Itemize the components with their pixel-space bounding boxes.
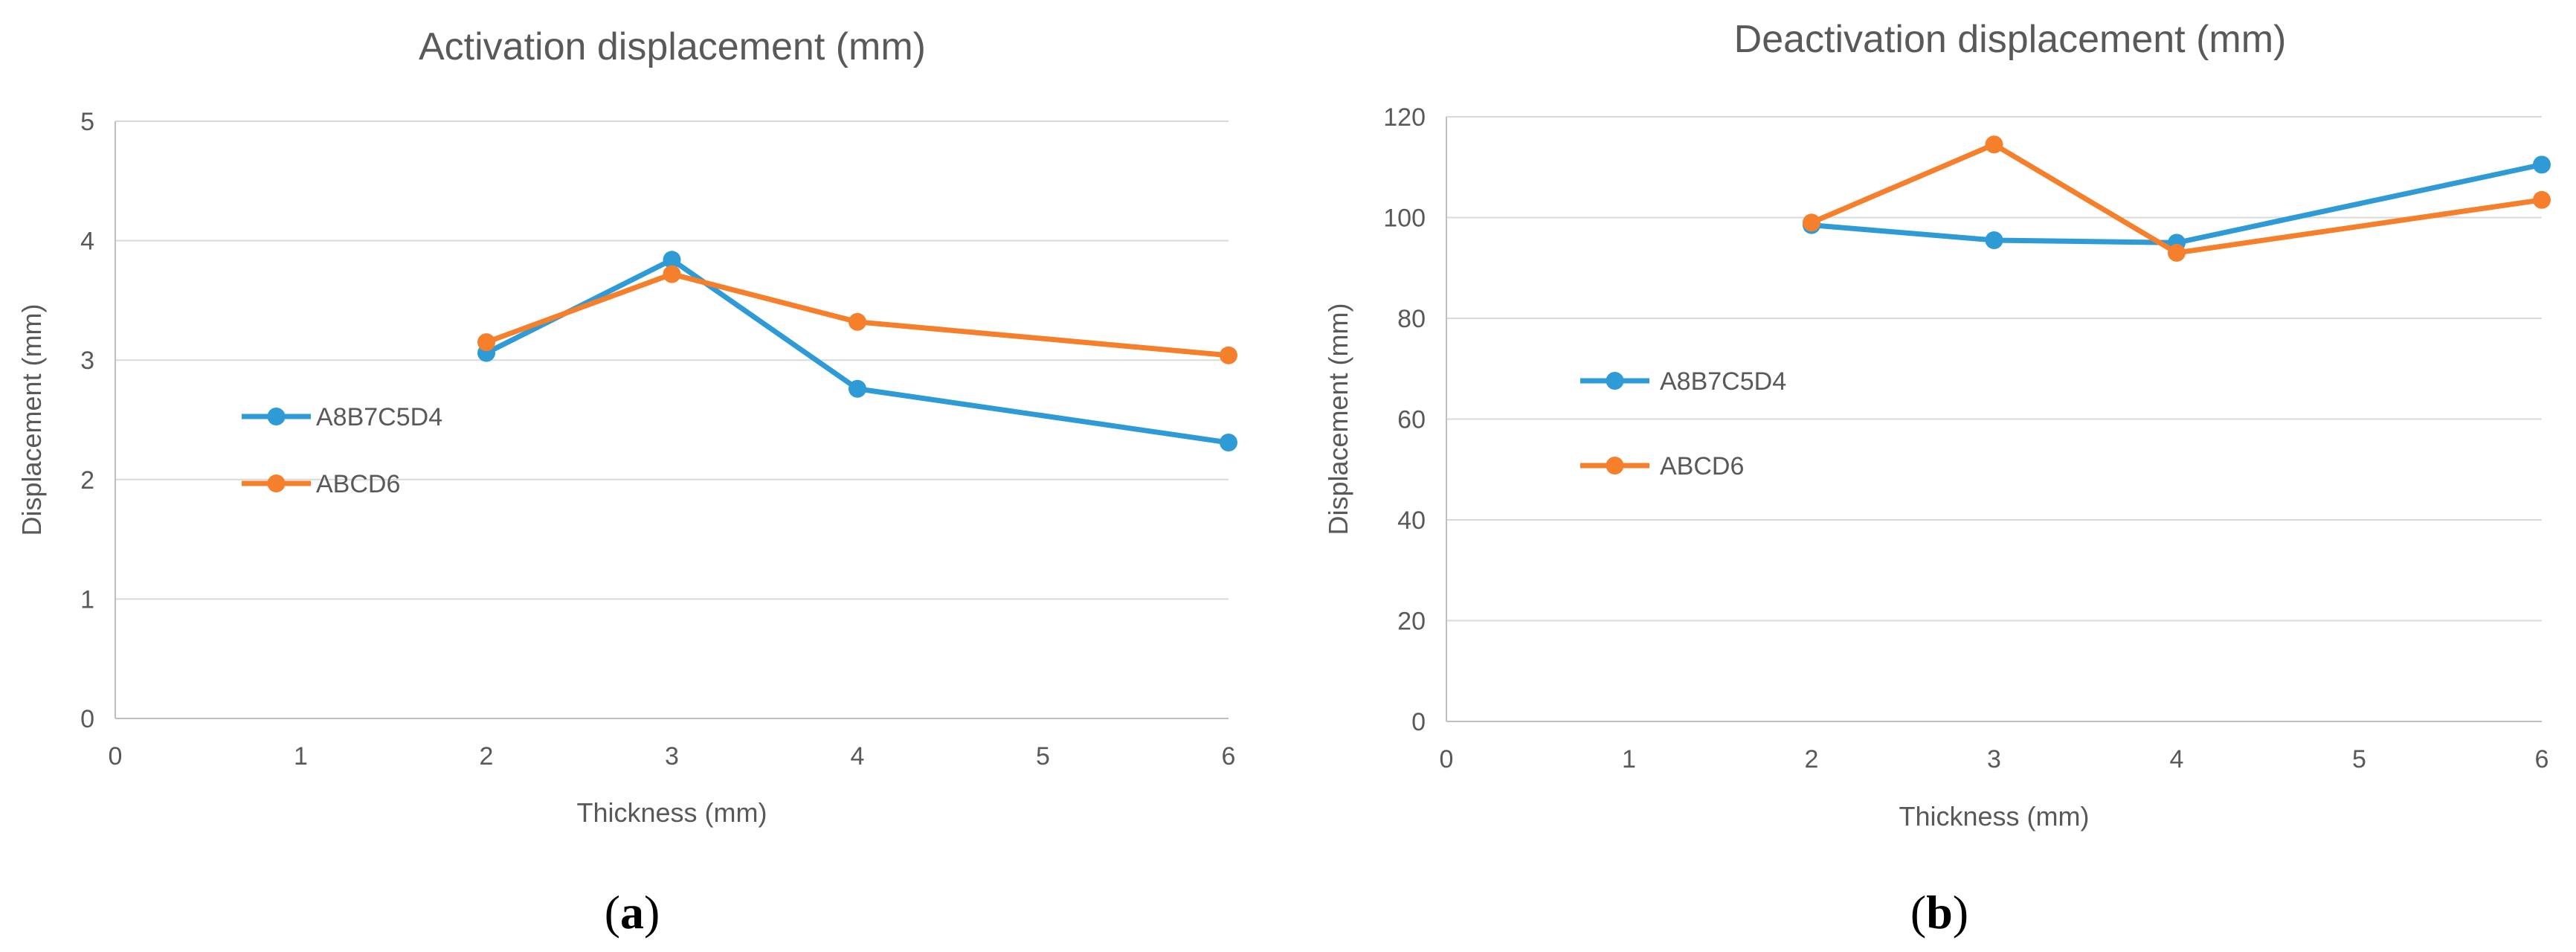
data-point xyxy=(663,251,681,269)
caption-open-paren: ( xyxy=(605,886,620,939)
x-axis-label: Thickness (mm) xyxy=(1899,801,2089,832)
x-tick-label: 6 xyxy=(1222,742,1236,771)
x-tick-label: 5 xyxy=(1036,742,1050,771)
caption-close-paren: ) xyxy=(1953,886,1968,939)
x-tick-label: 3 xyxy=(665,742,679,771)
x-tick-label: 0 xyxy=(1440,745,1454,774)
y-tick-label: 120 xyxy=(1383,103,1426,132)
x-tick-label: 5 xyxy=(2352,745,2366,774)
data-point xyxy=(2168,243,2186,262)
legend-marker xyxy=(267,408,286,425)
x-tick-label: 4 xyxy=(2170,745,2184,774)
y-tick-label: 0 xyxy=(80,705,94,733)
y-tick-label: 40 xyxy=(1397,506,1426,535)
panel-caption: (a) xyxy=(605,886,660,939)
x-tick-label: 0 xyxy=(109,742,123,771)
data-point xyxy=(477,333,495,352)
x-tick-label: 2 xyxy=(480,742,494,771)
series-line-ABCD6 xyxy=(485,271,1229,358)
legend-label: A8B7C5D4 xyxy=(1660,367,1786,396)
x-tick-label: 2 xyxy=(1805,745,1819,774)
legend-marker xyxy=(1606,372,1624,390)
y-tick-label: 1 xyxy=(80,585,94,614)
y-tick-label: 0 xyxy=(1411,708,1426,736)
series-line-A8B7C5D4 xyxy=(1811,161,2543,245)
y-tick-label: 20 xyxy=(1397,608,1426,636)
y-tick-label: 60 xyxy=(1397,406,1426,434)
data-point xyxy=(2533,190,2551,209)
x-tick-label: 4 xyxy=(851,742,865,771)
data-point xyxy=(849,312,866,331)
legend-label: A8B7C5D4 xyxy=(316,403,442,431)
data-point xyxy=(1985,231,2003,249)
chart-panel-b: Deactivation displacement (mm)0204060801… xyxy=(1323,18,2551,939)
y-tick-label: 5 xyxy=(80,108,94,136)
data-point xyxy=(849,379,866,398)
chart-title: Deactivation displacement (mm) xyxy=(1734,18,2287,61)
caption-close-paren: ) xyxy=(644,886,660,939)
y-tick-label: 2 xyxy=(80,466,94,495)
x-tick-label: 1 xyxy=(1622,745,1636,774)
data-point xyxy=(1985,135,2003,154)
data-point xyxy=(2533,155,2551,174)
legend-label: ABCD6 xyxy=(316,470,400,498)
y-axis-label: Displacement (mm) xyxy=(16,303,47,536)
data-point xyxy=(1220,346,1237,364)
x-tick-label: 3 xyxy=(1987,745,2001,774)
panel-caption: (b) xyxy=(1910,886,1968,939)
chart-title: Activation displacement (mm) xyxy=(419,25,926,68)
x-axis-label: Thickness (mm) xyxy=(576,797,767,828)
chart-panel-a: Activation displacement (mm) 0 1 2 3 4 5 0 1 2 3 4 5… xyxy=(16,25,1237,939)
y-tick-label: 100 xyxy=(1383,205,1426,233)
legend-label: ABCD6 xyxy=(1660,452,1744,480)
y-tick-label: 4 xyxy=(80,228,94,256)
caption-open-paren: ( xyxy=(1910,886,1926,939)
x-tick-label: 6 xyxy=(2535,745,2549,774)
legend-marker xyxy=(1606,457,1624,475)
caption-letter: a xyxy=(620,886,644,939)
series-line-ABCD6 xyxy=(1810,141,2543,256)
y-axis-label: Displacement (mm) xyxy=(1323,303,1353,535)
x-tick-label: 1 xyxy=(294,742,308,771)
data-point xyxy=(663,265,681,283)
legend-marker xyxy=(267,475,286,492)
series-line-A8B7C5D4 xyxy=(485,257,1229,446)
data-point xyxy=(1220,434,1237,452)
y-tick-label: 3 xyxy=(80,347,94,375)
data-point xyxy=(1803,213,1820,232)
y-tick-label: 80 xyxy=(1397,305,1426,333)
caption-letter: b xyxy=(1926,886,1953,939)
